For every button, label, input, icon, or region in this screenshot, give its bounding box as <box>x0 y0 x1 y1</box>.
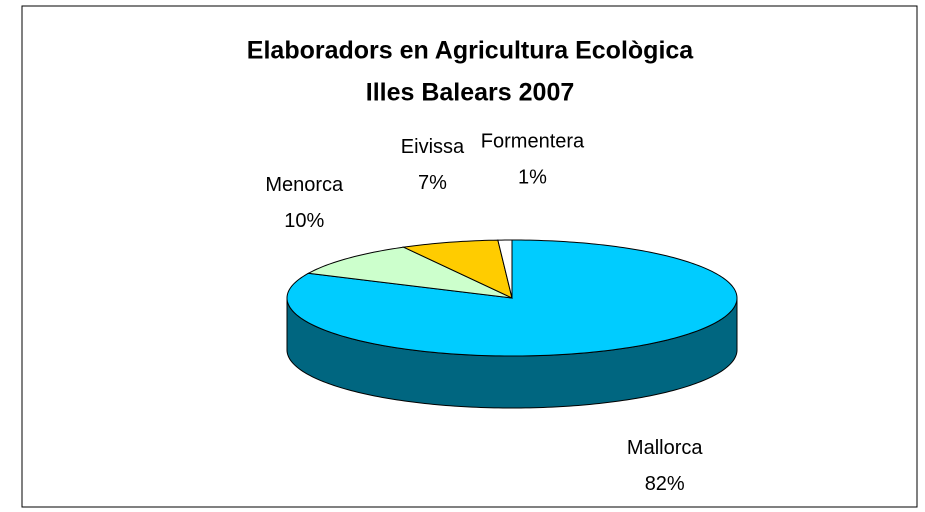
data-label-name: Menorca <box>265 174 344 196</box>
slice <box>306 246 513 299</box>
data-label-value: 10% <box>284 210 324 232</box>
data-label-name: Mallorca <box>627 437 703 459</box>
data-label-value: 82% <box>645 473 685 495</box>
data-label-value: 7% <box>418 172 447 194</box>
data-label-name: Eivissa <box>401 136 465 158</box>
slice <box>286 239 738 357</box>
chart-title: Elaboradors en Agricultura Ecològica <box>247 37 694 65</box>
data-label-value: 1% <box>518 166 547 188</box>
slice <box>497 239 513 299</box>
slice <box>401 239 513 299</box>
chart-subtitle: Illes Balears 2007 <box>366 79 575 107</box>
data-label-name: Formentera <box>481 130 585 152</box>
